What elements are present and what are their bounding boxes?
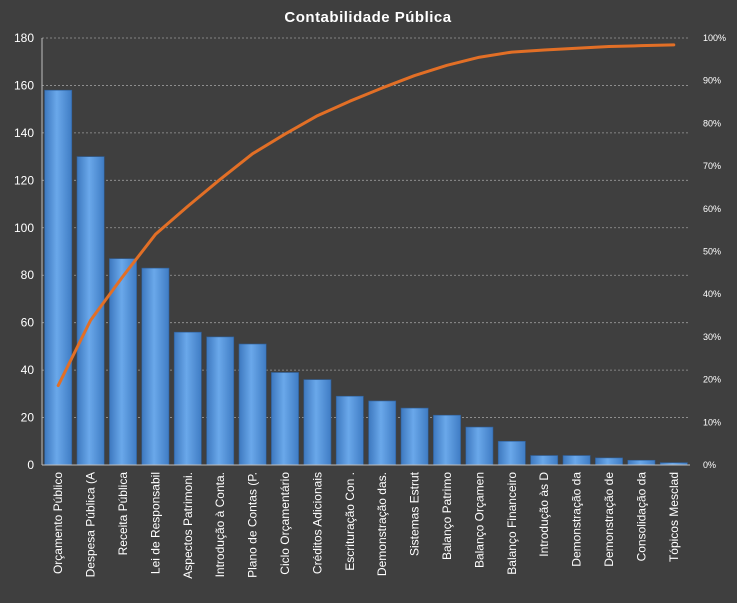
left-tick-label: 40	[21, 363, 35, 377]
bar	[173, 331, 202, 466]
right-y-axis: 0% 10% 20% 30% 40% 50% 60% 70% 80% 90% 100%	[703, 33, 726, 470]
cumulative-line	[56, 43, 676, 388]
right-tick-label: 0%	[703, 460, 716, 470]
bar	[109, 258, 137, 466]
category-label: Escrituração Con .	[343, 472, 357, 571]
left-tick-label: 160	[14, 78, 34, 92]
x-axis: Orçamento Público Despesa Pública (A Recei…	[42, 464, 690, 579]
bar	[497, 440, 526, 466]
bar	[44, 89, 73, 466]
category-label: Ciclo Orçamentário	[278, 472, 292, 575]
left-tick-label: 180	[14, 31, 34, 45]
bar	[530, 455, 559, 466]
right-tick-label: 30%	[703, 332, 721, 342]
left-tick-label: 120	[14, 173, 34, 187]
category-label: Sistemas Estrut	[408, 471, 422, 556]
bar	[433, 414, 461, 466]
category-label: Demonstração de	[602, 472, 616, 567]
right-tick-label: 80%	[703, 118, 721, 128]
bar-series	[44, 89, 688, 466]
chart-title: Contabilidade Pública	[284, 9, 451, 26]
category-label: Introdução às D	[537, 472, 551, 557]
bar	[335, 395, 364, 466]
category-label: Consolidação da	[634, 472, 648, 562]
bar	[271, 372, 299, 466]
left-tick-label: 20	[21, 411, 35, 425]
left-tick-label: 60	[21, 316, 35, 330]
right-tick-label: 70%	[703, 161, 721, 171]
bar	[141, 267, 170, 466]
category-label: Orçamento Público	[51, 472, 65, 574]
bar	[465, 426, 494, 466]
category-label: Aspectos Patrimoni.	[181, 472, 195, 579]
bar	[206, 336, 235, 466]
category-label: Introdução à Conta.	[213, 472, 227, 577]
bar	[595, 457, 623, 466]
category-label: Créditos Adicionais	[310, 472, 324, 574]
left-tick-label: 0	[27, 458, 34, 472]
left-tick-label: 140	[14, 126, 34, 140]
category-label: Balanço Patrimo	[440, 472, 454, 560]
bar	[303, 379, 332, 466]
category-label: Demonstração da	[570, 472, 584, 567]
right-tick-label: 10%	[703, 417, 721, 427]
bar	[627, 459, 656, 466]
bar	[562, 455, 591, 466]
bar	[238, 343, 267, 466]
category-label: Balanço Orçamen	[472, 472, 486, 568]
category-label: Tópicos Mesclad	[667, 472, 681, 562]
right-tick-label: 50%	[703, 247, 721, 257]
category-label: Demonstração das.	[375, 472, 389, 576]
left-tick-label: 80	[21, 268, 35, 282]
category-label: Lei de Responsabil	[148, 472, 162, 574]
right-tick-label: 100%	[703, 33, 726, 43]
cumulative-line-series	[56, 43, 676, 388]
bar	[400, 407, 429, 466]
category-label: Despesa Pública (A	[84, 472, 98, 577]
left-tick-label: 100	[14, 221, 34, 235]
right-tick-label: 20%	[703, 375, 721, 385]
right-tick-label: 40%	[703, 289, 721, 299]
category-label: Balanço Financeiro	[505, 472, 519, 575]
bar	[76, 156, 105, 466]
right-tick-label: 60%	[703, 204, 721, 214]
bar	[368, 400, 397, 466]
left-y-axis: 0 20 40 60 80 100 120 140 160 180	[14, 31, 43, 472]
category-label: Receita Pública	[116, 472, 130, 556]
right-tick-label: 90%	[703, 76, 721, 86]
category-label: Plano de Contas (P.	[246, 472, 260, 578]
